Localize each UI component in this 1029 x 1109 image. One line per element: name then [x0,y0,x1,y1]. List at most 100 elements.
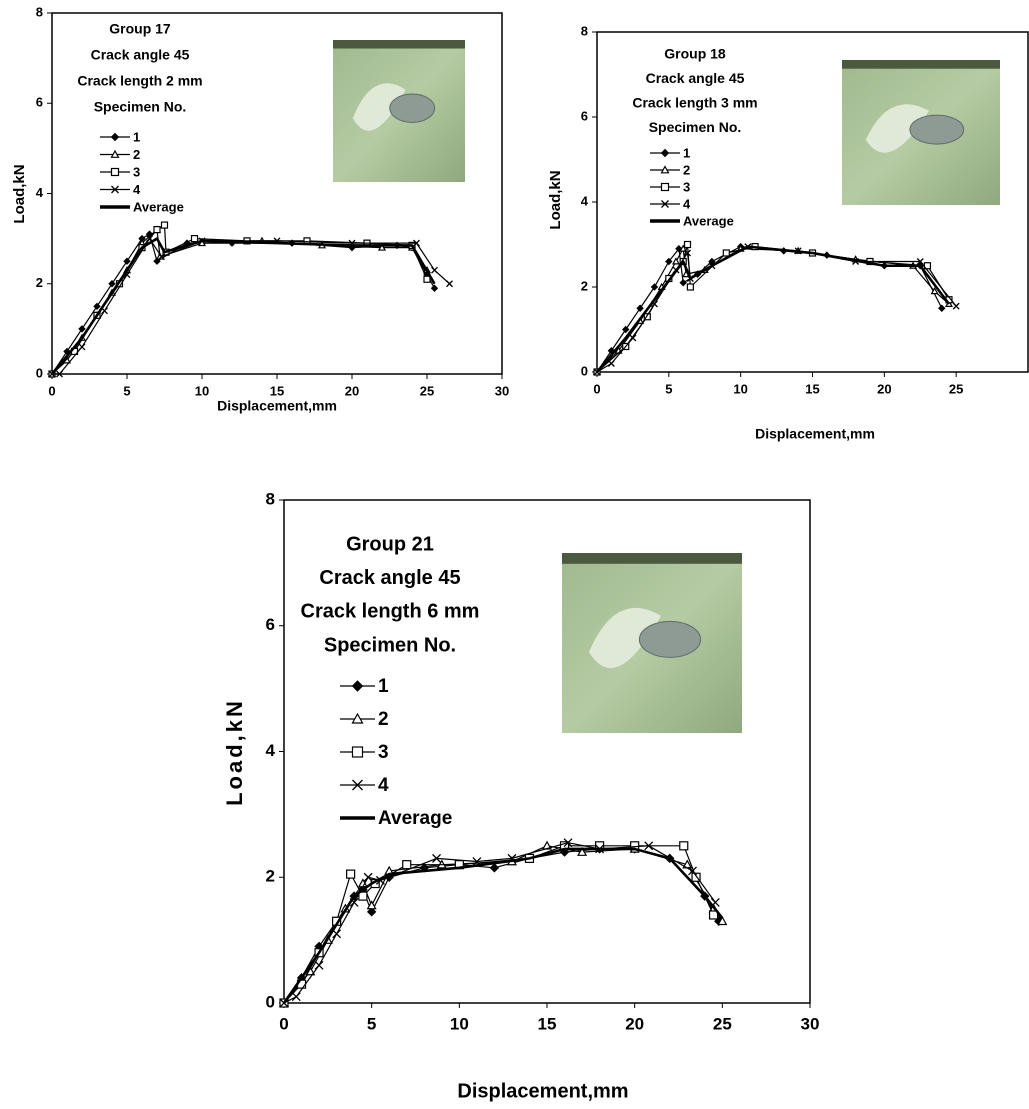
annotation: Crack length 2 mm [77,73,202,89]
marker-triangle [679,244,688,252]
series-line [283,845,715,1004]
marker-triangle [671,257,681,265]
marker-diamond [78,325,86,333]
y-tick-label: 2 [36,275,43,290]
annotation: Crack angle 45 [91,47,190,63]
series-line [282,847,724,1004]
series-line [596,245,951,373]
marker-diamond [108,280,116,288]
y-tick-label: 6 [581,108,588,123]
legend-marker [660,182,670,192]
marker-triangle [366,900,377,910]
legend-marker [351,712,364,724]
legend-label: 2 [133,147,140,162]
marker-diamond [938,304,946,312]
y-axis-label: Load,kN [11,164,28,223]
marker-cross [563,838,573,848]
marker-cross [413,239,420,247]
marker-diamond [679,279,687,287]
photo-damage [589,607,661,669]
legend-label: Average [378,808,452,829]
annotation: Specimen No. [94,99,187,115]
series-line [283,845,723,1004]
marker-cross [78,343,86,351]
marker-triangle [577,846,588,856]
y-tick-label: 4 [581,193,589,208]
legend-label: 1 [133,129,140,144]
y-tick-label: 8 [266,489,275,508]
legend-label: 2 [683,162,690,177]
x-tick-label: 15 [538,1014,557,1033]
annotation: Specimen No. [324,634,456,656]
photo-hole [638,620,702,658]
marker-square [160,221,169,229]
marker-square [686,283,694,291]
marker-diamond [636,304,644,312]
photo-edge [333,40,465,49]
marker-cross [688,866,697,876]
marker-triangle [377,243,387,251]
marker-square [708,910,719,920]
marker-square [683,240,692,249]
x-axis-label: Displacement,mm [457,1080,628,1102]
marker-square [679,841,689,851]
legend-label: Average [133,199,184,214]
x-tick-label: 20 [345,383,359,398]
x-tick-label: 0 [48,383,55,398]
photo-damage [865,104,929,153]
legend-label: 3 [378,742,389,763]
marker-diamond [650,283,659,291]
y-tick-label: 8 [581,23,588,38]
marker-square [358,891,368,901]
marker-square [190,235,199,243]
y-tick-label: 2 [581,278,588,293]
marker-square [691,872,701,882]
marker-triangle [930,287,939,295]
marker-cross [952,302,960,310]
x-tick-label: 20 [877,381,891,396]
legend-marker [351,680,364,692]
marker-cross [314,960,324,970]
x-tick-label: 10 [733,381,747,396]
legend-marker [660,165,670,174]
legend-label: 4 [683,196,691,211]
x-tick-label: 5 [123,383,130,398]
legend-label: 1 [683,145,690,160]
legend-label: 4 [133,182,141,197]
marker-triangle [717,916,728,926]
annotation: Specimen No. [649,119,742,135]
marker-cross [607,360,615,367]
x-axis-label: Displacement,mm [755,426,875,442]
photo-edge [562,553,742,564]
marker-diamond [430,284,439,292]
y-axis-label: Load,kN [222,698,247,806]
legend-label: 2 [378,709,389,730]
legend-marker [352,779,363,791]
marker-diamond [489,863,500,873]
marker-square [346,869,356,879]
marker-diamond [665,257,673,266]
marker-cross [446,280,453,288]
x-tick-label: 25 [420,383,434,398]
x-tick-label: 15 [805,381,819,396]
legend-marker [111,185,119,194]
x-tick-label: 25 [949,381,963,396]
marker-cross [684,249,691,257]
x-tick-label: 20 [625,1014,644,1033]
legend-label: 3 [683,179,690,194]
marker-square [643,313,651,321]
x-tick-label: 10 [450,1014,469,1033]
legend-label: 1 [378,676,389,697]
marker-cross [56,370,63,378]
marker-square [722,249,730,257]
x-tick-label: 15 [270,383,284,398]
x-tick-label: 25 [713,1014,732,1033]
marker-cross [431,266,438,274]
annotation: Crack length 6 mm [301,601,480,623]
annotation: Group 21 [346,533,434,555]
marker-cross [629,334,637,342]
y-tick-label: 2 [266,867,275,886]
y-tick-label: 0 [266,992,275,1011]
marker-square [402,860,412,870]
y-tick-label: 6 [266,615,275,634]
